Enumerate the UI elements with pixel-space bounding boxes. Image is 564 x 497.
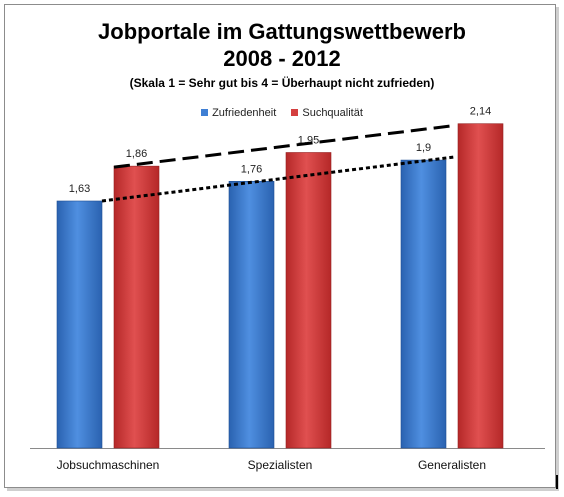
legend-label-suchqualitaet: Suchqualität <box>302 107 363 119</box>
bar-jobsuchmaschinen-zufriedenheit <box>56 200 103 449</box>
bar-spezialisten-zufriedenheit <box>228 180 275 449</box>
data-label-generalisten-zufriedenheit: 1,9 <box>416 142 431 154</box>
legend-item-suchqualitaet: Suchqualität <box>291 107 363 119</box>
data-label-generalisten-suchqualitaet: 2,14 <box>470 106 491 118</box>
bar-generalisten-zufriedenheit <box>400 159 447 449</box>
trendline-suchqualitaet <box>113 124 454 169</box>
bar-spezialisten-suchqualitaet <box>285 152 332 449</box>
bar-jobsuchmaschinen-suchqualitaet <box>113 165 160 449</box>
legend-item-zufriedenheit: Zufriedenheit <box>201 107 276 119</box>
data-label-jobsuchmaschinen-zufriedenheit: 1,63 <box>69 183 90 195</box>
legend-label-zufriedenheit: Zufriedenheit <box>212 107 277 119</box>
data-label-jobsuchmaschinen-suchqualitaet: 1,86 <box>126 148 147 160</box>
frame-edge-mark <box>556 475 558 489</box>
x-tick-label-spezialisten: Spezialisten <box>248 458 313 472</box>
chart-title-line2: 2008 - 2012 <box>223 46 341 71</box>
bar-generalisten-suchqualitaet <box>457 123 504 449</box>
chart-subtitle: (Skala 1 = Sehr gut bis 4 = Überhaupt ni… <box>129 76 435 90</box>
data-label-spezialisten-zufriedenheit: 1,76 <box>241 163 262 175</box>
x-tick-label-jobsuchmaschinen: Jobsuchmaschinen <box>57 458 160 472</box>
x-tick-label-generalisten: Generalisten <box>418 458 486 472</box>
trendline-zufriedenheit <box>101 155 455 203</box>
legend-swatch-suchqualitaet <box>291 109 299 116</box>
chart-title: Jobportale im Gattungswettbewerb <box>98 19 466 44</box>
legend-swatch-zufriedenheit <box>201 109 209 116</box>
chart-legend: Zufriedenheit Suchqualität <box>0 107 564 119</box>
